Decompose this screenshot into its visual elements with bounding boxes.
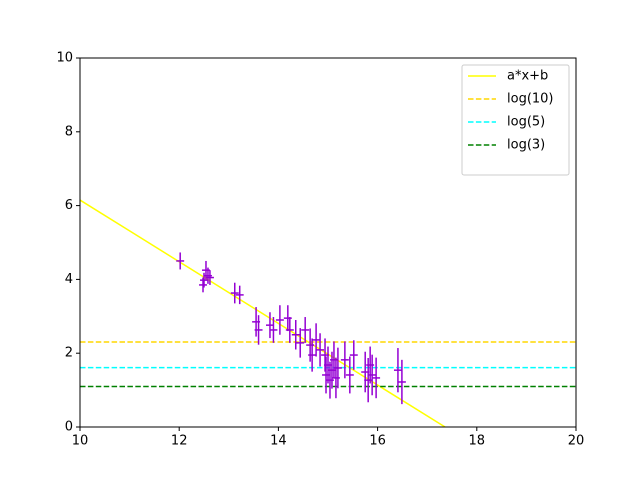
legend-label: log(5) [507, 115, 545, 130]
x-tick-label: 16 [369, 434, 386, 449]
y-tick-label: 0 [65, 420, 73, 435]
axes-frame [79, 57, 577, 428]
x-tick-label: 20 [568, 434, 585, 449]
series-line [80, 199, 446, 427]
x-tick-label: 14 [270, 434, 287, 449]
y-tick-label: 4 [65, 272, 73, 287]
legend-box [461, 64, 570, 176]
legend-label: log(10) [507, 92, 554, 107]
y-tick-label: 10 [56, 51, 73, 66]
y-tick-label: 2 [65, 346, 73, 361]
y-tick-label: 8 [65, 124, 73, 139]
plot-area [80, 199, 576, 427]
legend-label: log(3) [507, 138, 545, 153]
x-tick-label: 10 [72, 434, 89, 449]
legend-label: a*x+b [507, 69, 548, 84]
legend: a*x+b log(10) log(5) log(3) [461, 64, 570, 176]
x-tick-label: 18 [469, 434, 486, 449]
x-tick-label: 12 [171, 434, 188, 449]
y-tick-label: 6 [65, 198, 73, 213]
